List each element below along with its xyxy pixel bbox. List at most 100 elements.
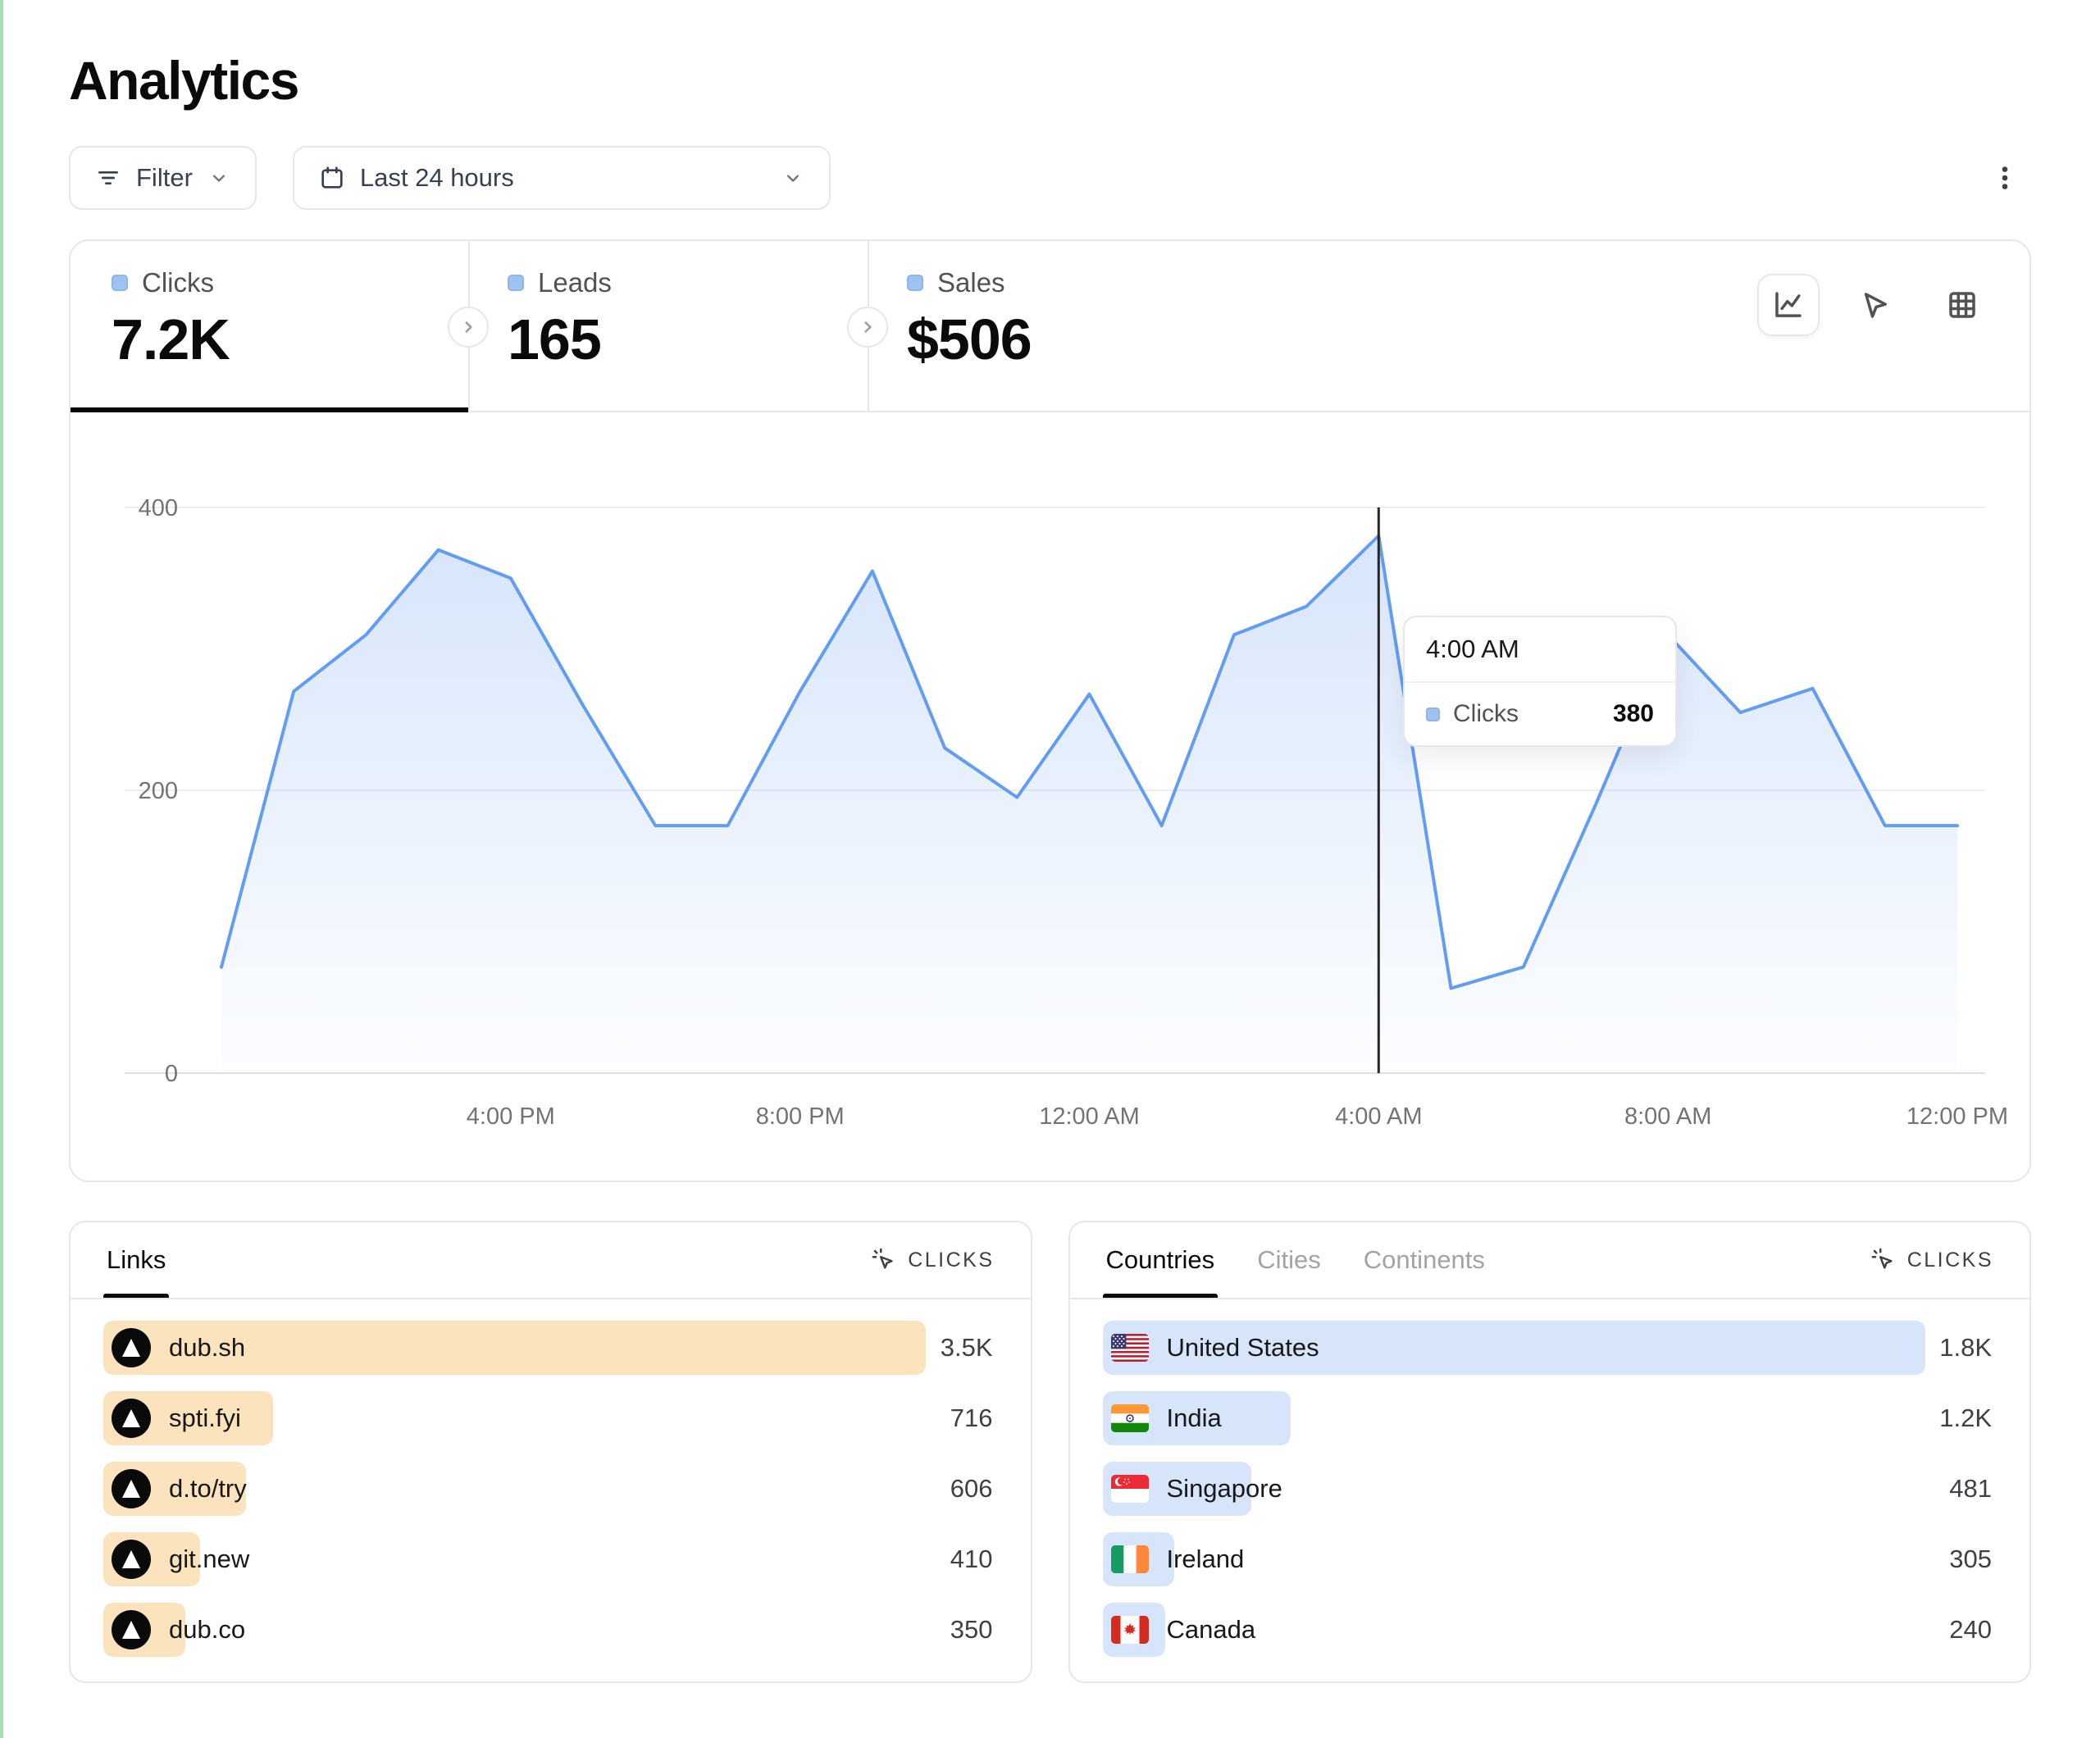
tab-sales[interactable]: Sales $506 <box>868 241 1278 411</box>
country-row-canada[interactable]: Canada 240 <box>1102 1603 1998 1657</box>
flag-ireland-icon <box>1110 1545 1149 1573</box>
clicks-chart[interactable]: 400 200 0 4:00 PM 8:00 PM 12:00 AM 4:00 AM 8:00… <box>71 412 2029 1181</box>
expand-sales-button[interactable] <box>847 307 888 348</box>
links-card: Links CLICKS dub.sh 3.5K <box>69 1221 1032 1683</box>
country-name: Ireland <box>1166 1545 1245 1573</box>
link-name: d.to/try <box>169 1474 247 1503</box>
y-axis-label: 200 <box>139 778 178 804</box>
cursor-funnel-icon <box>1864 293 1887 318</box>
country-name: India <box>1166 1404 1222 1432</box>
filter-button-label: Filter <box>136 163 193 192</box>
link-clicks: 350 <box>950 1615 993 1644</box>
tooltip-time: 4:00 AM <box>1405 617 1675 683</box>
breakdown-cards: Links CLICKS dub.sh 3.5K <box>69 1221 2031 1683</box>
country-clicks: 481 <box>1949 1474 1992 1503</box>
filter-icon <box>98 171 118 184</box>
clicks-legend-square <box>112 275 128 291</box>
country-name: Singapore <box>1166 1474 1282 1503</box>
x-axis-label: 8:00 AM <box>1624 1103 1711 1130</box>
x-axis-label: 4:00 AM <box>1335 1103 1422 1130</box>
chevron-down-icon <box>212 175 225 182</box>
page-content: Analytics Filter Last 24 hours <box>69 50 2031 1683</box>
countries-metric-header[interactable]: CLICKS <box>1871 1248 1993 1272</box>
table-view-button[interactable] <box>1931 274 1993 336</box>
country-row-ireland[interactable]: Ireland 305 <box>1102 1532 1998 1586</box>
country-name: Canada <box>1166 1615 1256 1644</box>
date-range-button[interactable]: Last 24 hours <box>292 146 831 210</box>
country-row-singapore[interactable]: Singapore 481 <box>1102 1462 1998 1516</box>
line-chart-view-button[interactable] <box>1757 274 1820 336</box>
y-axis-label: 0 <box>165 1061 178 1087</box>
chart-view-toggles <box>1757 274 1993 336</box>
flag-india-icon <box>1110 1404 1149 1432</box>
link-name: dub.co <box>169 1615 246 1644</box>
clicks-tab-label: Clicks <box>142 267 214 298</box>
expand-leads-button[interactable] <box>448 307 489 348</box>
link-row-d-to-try[interactable]: d.to/try 606 <box>103 1462 998 1516</box>
chart-tooltip: 4:00 AM Clicks 380 <box>1403 616 1677 747</box>
link-row-dub-sh[interactable]: dub.sh 3.5K <box>103 1321 998 1375</box>
links-metric-header[interactable]: CLICKS <box>872 1248 994 1272</box>
cursor-click-icon <box>1871 1248 1893 1269</box>
filter-button[interactable]: Filter <box>69 146 257 210</box>
kebab-icon <box>2002 166 2008 189</box>
tab-countries[interactable]: Countries <box>1102 1222 1218 1298</box>
link-row-dub-co[interactable]: dub.co 350 <box>103 1603 998 1657</box>
date-range-label: Last 24 hours <box>359 163 514 192</box>
x-axis-label: 4:00 PM <box>467 1103 555 1130</box>
link-name: spti.fyi <box>169 1404 241 1432</box>
tab-clicks[interactable]: Clicks 7.2K <box>71 241 468 412</box>
country-name: United States <box>1166 1333 1319 1362</box>
x-axis-label: 8:00 PM <box>756 1103 845 1130</box>
leads-value: 165 <box>508 307 602 371</box>
leads-legend-square <box>508 275 524 291</box>
toolbar: Filter Last 24 hours <box>69 146 2031 210</box>
leads-tab-label: Leads <box>538 267 612 298</box>
chevron-right-icon <box>864 321 872 333</box>
chevron-right-icon <box>465 321 472 333</box>
tab-continents[interactable]: Continents <box>1363 1245 1485 1274</box>
line-chart-icon <box>1775 292 1802 317</box>
chart-area-fill <box>221 535 1957 1073</box>
dub-logo-icon <box>112 1399 151 1438</box>
page-title: Analytics <box>69 50 299 111</box>
country-row-united-states[interactable]: United States 1.8K <box>1102 1321 1998 1375</box>
link-clicks: 3.5K <box>940 1333 993 1362</box>
calendar-icon <box>321 166 343 189</box>
chevron-down-icon <box>786 175 799 182</box>
link-row-spti-fyi[interactable]: spti.fyi 716 <box>103 1391 998 1445</box>
tooltip-series-label: Clicks <box>1453 700 1519 727</box>
tab-links[interactable]: Links <box>102 1222 170 1298</box>
metric-tabs: Clicks 7.2K Leads 165 <box>71 241 2029 412</box>
x-axis-label: 12:00 PM <box>1906 1103 2008 1130</box>
country-clicks: 240 <box>1949 1615 1992 1644</box>
dub-logo-icon <box>112 1610 151 1649</box>
tab-cities[interactable]: Cities <box>1257 1245 1321 1274</box>
sales-legend-square <box>907 275 923 291</box>
more-menu-button[interactable] <box>1979 146 2031 210</box>
link-clicks: 410 <box>950 1545 993 1573</box>
link-clicks: 716 <box>950 1404 993 1432</box>
clicks-value: 7.2K <box>112 307 230 371</box>
link-name: git.new <box>169 1545 250 1573</box>
country-clicks: 1.2K <box>1939 1404 1992 1432</box>
tab-leads[interactable]: Leads 165 <box>468 241 868 411</box>
page-left-accent <box>0 0 3 1738</box>
sales-value: $506 <box>907 307 1032 371</box>
tooltip-legend-square <box>1426 707 1440 721</box>
countries-card: Countries Cities Continents CLICKS Unite… <box>1068 1221 2031 1683</box>
dub-logo-icon <box>112 1469 151 1508</box>
dub-logo-icon <box>112 1540 151 1579</box>
countries-list: United States 1.8K India 1.2K Singapore … <box>1070 1299 2030 1657</box>
link-row-git-new[interactable]: git.new 410 <box>103 1532 998 1586</box>
flag-canada-icon <box>1110 1616 1149 1644</box>
sales-tab-label: Sales <box>937 267 1005 298</box>
country-row-india[interactable]: India 1.2K <box>1102 1391 1998 1445</box>
chart-canvas: 400 200 0 4:00 PM 8:00 PM 12:00 AM 4:00 AM 8:00… <box>125 495 2008 1130</box>
grid-table-icon <box>1949 292 1975 318</box>
value-bar <box>103 1321 927 1375</box>
funnel-view-button[interactable] <box>1844 274 1906 336</box>
analytics-card: Clicks 7.2K Leads 165 <box>69 239 2031 1182</box>
country-clicks: 305 <box>1949 1545 1992 1573</box>
